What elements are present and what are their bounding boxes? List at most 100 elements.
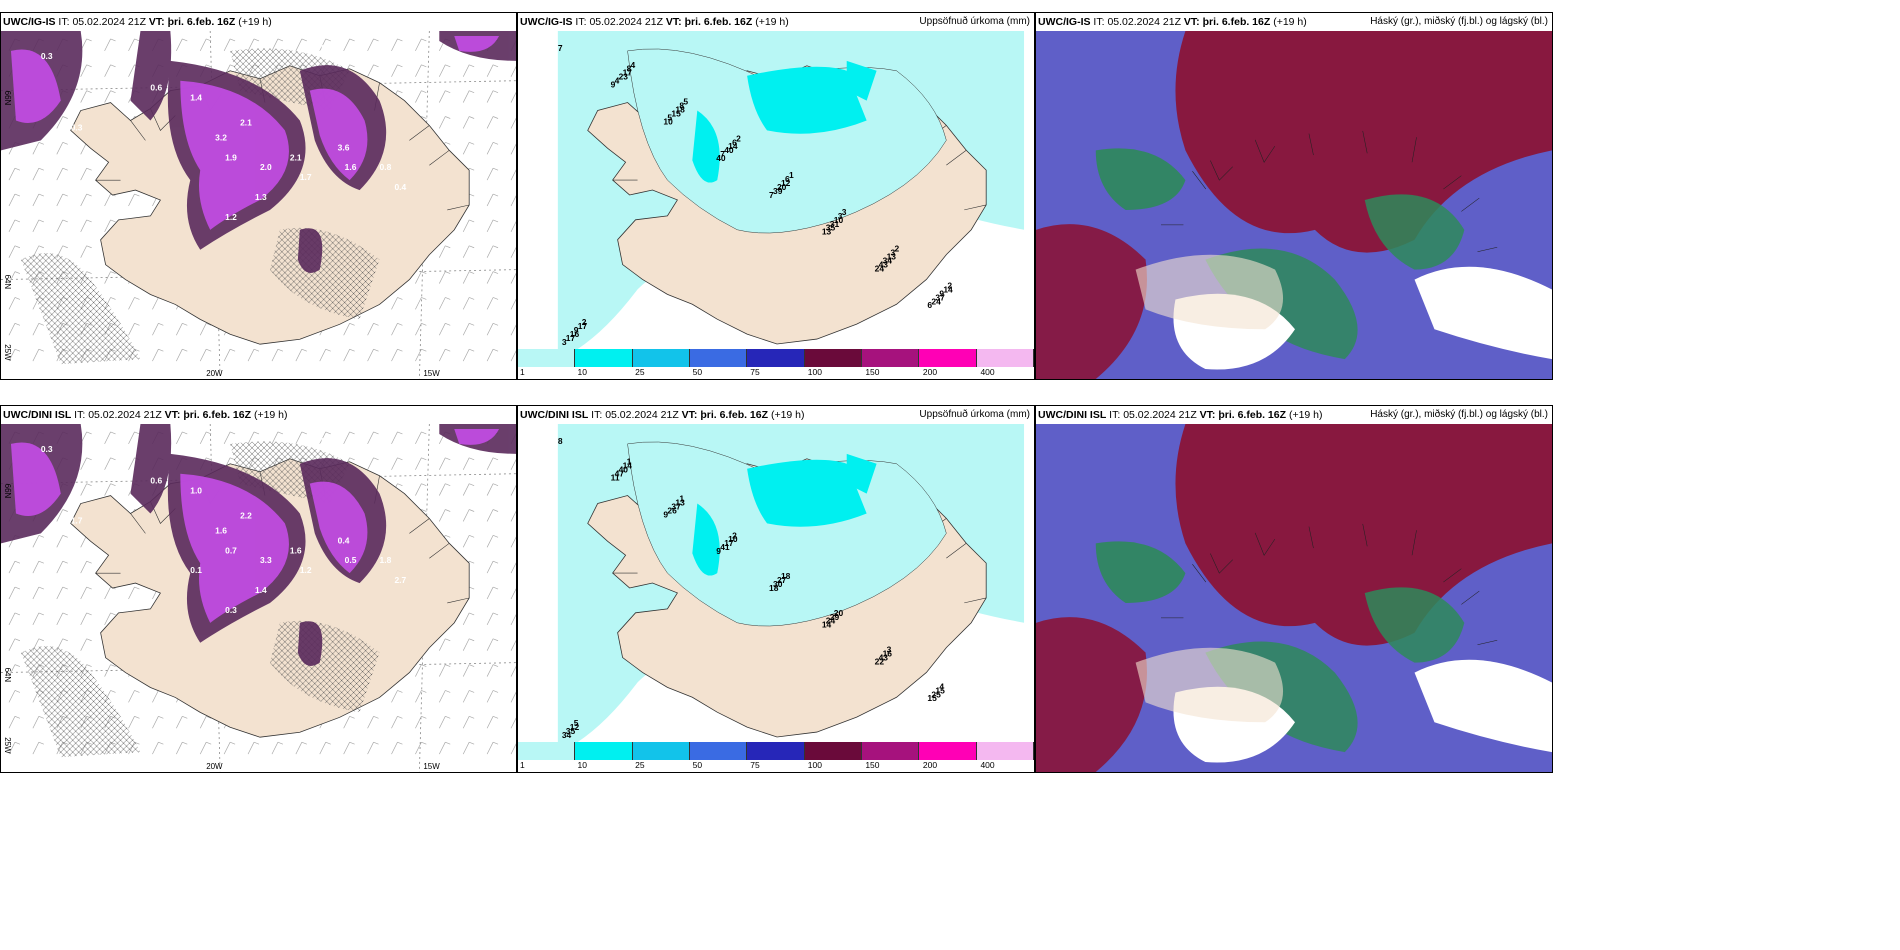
colorbar-label: 75 [750,760,760,770]
precip-value-label: 17 [623,68,633,78]
model-name: UWC/DINI ISL [1038,409,1107,421]
lead-time: (+19 h) [1273,16,1307,28]
precip-value-label: 14 [943,284,953,294]
it-label: IT: [591,409,603,421]
precip-value-label: 9 [716,546,721,556]
precip-value-label: 30 [773,579,783,589]
map-area: 7 9 10 40 7 13 24 6 3 4 5 7 39 35 43 24 17 23 15 40 20 31 34 37… [518,31,1034,349]
init-time: 05.02.2024 21Z [88,409,162,421]
snow-value-label: 0.4 [338,535,350,545]
it-label: IT: [1109,409,1121,421]
precip-value-label: 34 [562,730,572,740]
lon-tick-20w: 20W [206,762,223,771]
it-label: IT: [575,16,587,28]
precip-value-label: 7 [720,149,725,159]
precip-value-label: 4 [615,76,620,86]
precip-value-label: 16 [883,649,893,659]
precip-value-label: 18 [781,571,791,581]
it-label: IT: [1093,16,1105,28]
snow-value-label: 1.2 [225,212,237,222]
precip-value-label: 11 [611,473,620,483]
precip-value-label: 6 [927,300,932,310]
precip-value-label: 14 [822,620,832,630]
precip-value-label: 3 [887,645,892,655]
panel-header: UWC/IG-IS IT: 05.02.2024 21Z VT: þri. 6.… [1036,13,1552,31]
precip-value-label: 10 [663,116,673,126]
precip-value-label: 10 [834,215,844,225]
colorbar-label: 10 [577,367,588,377]
precip-value-label: 14 [623,461,633,471]
map-area [1036,424,1552,772]
precip-value-label: 23 [619,72,629,82]
precip-value-label: 3 [891,248,896,258]
colorbar-swatch [518,349,576,367]
precip-value-label: 17 [724,538,734,548]
precip-value-label: 7 [769,190,774,200]
precip-colorbar: 1 10 25 50 75 100 150 200 400 [518,349,1034,379]
colorbar-swatch [689,349,748,367]
snow-value-label: 3.2 [215,132,227,142]
precip-value-label: 5 [667,112,672,122]
snow-value-label: 0.6 [150,83,162,93]
vt-label: VT: [665,16,682,28]
colorbar-label: 200 [922,760,938,770]
colorbar-swatch [689,742,748,760]
precip-colorbar: 1 10 25 50 75 100 150 200 400 [518,742,1034,772]
precip-value-label: 20 [777,182,787,192]
precip-value-label: 43 [879,653,889,663]
precip-value-label: 13 [675,497,685,507]
precip-value-label: 29 [830,612,840,622]
colorbar-label: 400 [980,367,995,377]
precip-value-label: 18 [769,583,779,593]
precip-value-label: 47 [615,469,625,479]
precip-value-label: 7 [558,43,563,53]
map-area: 0.3 0.6 1.9 1.4 2.1 3.2 1.9 2.0 2.1 1.7 3.6 1.6 0.8 0… [1,31,516,379]
valid-time: þri. 6.feb. 16Z [700,409,769,421]
lead-time: (+19 h) [755,16,789,28]
precip-value-label: 13 [887,252,897,262]
colorbar-label: 100 [807,760,822,770]
vt-label: VT: [148,16,165,28]
map-area: 0.3 0.6 1.5 1.0 2.2 1.6 0.7 3.3 1.6 1.2 0.4 0.5 1.8 2… [1,424,516,772]
precip-value-label: 8 [558,436,563,446]
precip-value-label: 40 [716,153,726,163]
model-name: UWC/IG-IS [1038,16,1091,28]
colorbar-label: 1 [520,760,525,770]
precip-value-label: 10 [728,534,738,544]
map-panel-6: UWC/DINI ISL IT: 05.02.2024 21Z VT: þri.… [1035,405,1553,773]
colorbar-swatch [632,349,690,367]
precip-value-label: 43 [879,260,889,270]
precip-value-label: 4 [939,681,944,691]
colorbar-label: 150 [865,367,880,377]
snow-value-label: 1.6 [345,162,357,172]
snow-value-label: 1.6 [215,525,227,535]
colorbar-label: 150 [865,760,880,770]
init-time: 05.02.2024 21Z [589,16,663,28]
field-title: Háský (gr.), miðský (fj.bl.) og lágský (… [1370,409,1548,420]
model-name: UWC/IG-IS [520,16,573,28]
snow-value-label: 3.6 [338,142,350,152]
snow-value-label: 1.3 [255,192,267,202]
precip-value-label: 13 [822,227,832,237]
init-time: 05.02.2024 21Z [72,16,146,28]
precip-value-label: 2 [895,244,900,254]
snow-value-label: 1.2 [300,565,312,575]
precip-value-label: 12 [570,722,580,732]
colorbar-swatch [575,349,633,367]
snow-value-label: 1.9 [225,152,237,162]
snow-value-label: 1.7 [300,172,312,182]
precip-value-label: 20 [834,608,844,618]
snow-value-label: 0.4 [394,182,406,192]
colorbar-swatch [747,349,805,367]
map-panel-3: UWC/IG-IS IT: 05.02.2024 21Z VT: þri. 6.… [1035,12,1553,380]
precip-value-label: 24 [875,263,885,273]
snow-value-label: 1.0 [190,486,202,496]
precip-value-label: 24 [931,296,941,306]
precip-value-label: 6 [732,137,737,147]
snow-value-label: 1.7 [71,515,83,525]
snow-value-label: 0.8 [380,162,392,172]
snow-value-label: 1.4 [255,585,267,595]
precip-value-label: 5 [683,97,688,107]
lon-tick-25w: 25W [3,737,12,754]
colorbar-label: 25 [635,760,645,770]
